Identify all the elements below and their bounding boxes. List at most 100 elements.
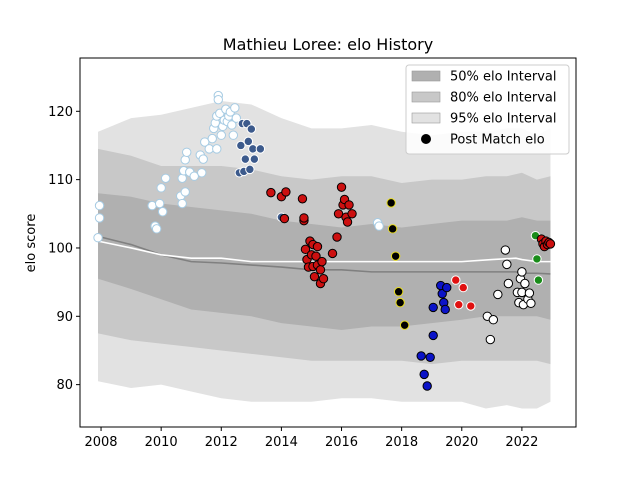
legend-label: 50% elo Interval	[450, 70, 557, 85]
data-point	[395, 297, 405, 308]
data-point	[437, 289, 447, 299]
x-tick-label: 2012	[205, 435, 238, 450]
x-tick-label: 2016	[325, 435, 358, 450]
y-tick-label: 120	[48, 105, 73, 120]
data-point	[428, 302, 438, 313]
y-axis-label: elo score	[24, 214, 39, 273]
data-point	[374, 221, 384, 231]
data-point	[425, 352, 435, 362]
data-point	[387, 224, 398, 234]
data-point	[228, 130, 239, 140]
data-point	[442, 282, 452, 293]
data-point	[318, 274, 329, 284]
data-point	[315, 265, 326, 275]
interval-bands	[98, 101, 551, 409]
data-point	[524, 288, 535, 298]
data-point	[347, 209, 357, 219]
data-point	[503, 278, 514, 289]
data-point	[317, 256, 327, 267]
data-point	[393, 287, 404, 297]
data-point	[198, 154, 208, 164]
data-point	[207, 133, 217, 144]
data-point	[399, 320, 410, 330]
data-point	[390, 251, 401, 261]
data-point	[154, 198, 165, 209]
data-point	[502, 259, 512, 270]
data-point	[182, 147, 192, 158]
data-point	[94, 200, 105, 211]
data-point	[94, 213, 105, 223]
y-tick-label: 80	[56, 378, 73, 393]
data-point	[419, 369, 429, 380]
x-tick-label: 2022	[505, 435, 538, 450]
y-tick-label: 90	[56, 310, 73, 325]
legend-swatch	[411, 91, 441, 103]
x-tick-label: 2014	[265, 435, 298, 450]
legend-swatch	[411, 112, 441, 124]
data-point	[227, 120, 237, 130]
data-point	[332, 232, 342, 242]
data-point	[212, 144, 222, 154]
data-point	[180, 187, 190, 197]
data-point	[485, 334, 496, 345]
data-point	[213, 94, 223, 105]
data-point	[451, 275, 461, 285]
data-point	[311, 251, 321, 261]
data-point	[230, 103, 240, 113]
legend: 50% elo Interval 80% elo Interval 95% elo …	[405, 64, 570, 155]
data-point	[255, 144, 266, 154]
x-tick-label: 2010	[145, 435, 178, 450]
y-axis-ticks: 80 90 100 110 120	[48, 105, 80, 393]
data-point	[266, 187, 276, 198]
data-point	[493, 289, 503, 300]
data-point	[333, 209, 344, 219]
data-point	[197, 168, 207, 178]
x-axis-ticks: 2008 2010 2012 2014 2016 2018 2020 2022	[84, 427, 538, 450]
data-point	[517, 267, 527, 277]
x-tick-label: 2020	[445, 435, 478, 450]
data-point	[327, 248, 338, 259]
trend-lines	[97, 235, 551, 275]
x-tick-label: 2018	[385, 435, 418, 450]
data-point	[440, 304, 450, 315]
legend-swatch	[411, 70, 441, 82]
legend-label: 95% elo Interval	[450, 112, 557, 127]
data-point	[177, 198, 187, 209]
data-point	[189, 171, 199, 181]
data-point	[342, 217, 353, 227]
data-point	[422, 381, 432, 391]
data-point	[160, 173, 171, 183]
data-point	[240, 154, 251, 164]
data-point	[309, 271, 320, 282]
data-point	[93, 233, 103, 243]
data-point	[300, 244, 311, 255]
data-point	[156, 183, 166, 193]
data-point	[200, 137, 210, 147]
data-point	[180, 155, 190, 165]
data-point	[279, 213, 290, 224]
post-match-points	[93, 90, 556, 391]
data-point	[500, 245, 511, 255]
data-point	[243, 136, 254, 147]
legend-label: 80% elo Interval	[450, 91, 557, 106]
data-point	[177, 173, 187, 183]
median-line	[97, 235, 551, 275]
data-point	[532, 254, 542, 264]
plot-frame	[79, 57, 577, 428]
data-point	[157, 207, 168, 217]
y-tick-label: 100	[48, 241, 73, 256]
legend-label: Post Match elo	[450, 133, 545, 148]
data-point	[454, 299, 464, 310]
data-point	[466, 301, 476, 311]
data-point	[428, 330, 438, 341]
data-point	[520, 278, 530, 289]
data-point	[245, 164, 255, 175]
data-point	[533, 275, 544, 285]
data-point	[249, 154, 260, 164]
data-point	[281, 187, 291, 197]
data-point	[236, 140, 246, 151]
data-point	[231, 113, 242, 123]
x-tick-label: 2008	[84, 435, 117, 450]
data-point	[488, 315, 499, 325]
